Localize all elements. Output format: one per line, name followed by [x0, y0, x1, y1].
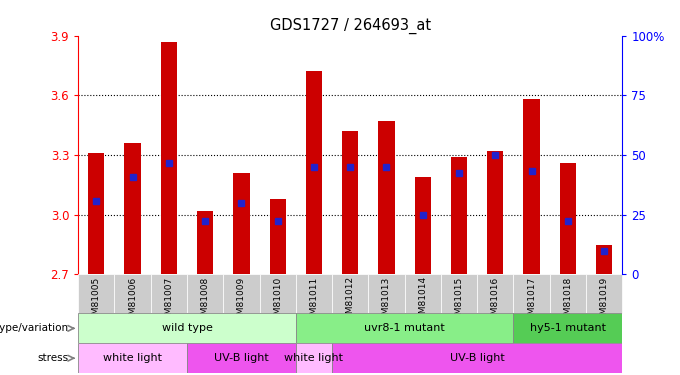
Text: GSM81013: GSM81013	[382, 276, 391, 326]
Bar	[369, 274, 405, 314]
Text: GSM81010: GSM81010	[273, 276, 282, 326]
Text: GSM81015: GSM81015	[454, 276, 464, 326]
Bar	[513, 274, 549, 314]
Text: GSM81018: GSM81018	[563, 276, 573, 326]
Bar	[306, 72, 322, 274]
Text: stress: stress	[37, 353, 69, 363]
Bar	[441, 274, 477, 314]
Text: GSM81007: GSM81007	[165, 276, 173, 326]
Text: GSM81005: GSM81005	[92, 276, 101, 326]
Text: GSM81016: GSM81016	[491, 276, 500, 326]
Text: GSM81006: GSM81006	[128, 276, 137, 326]
Text: GSM81014: GSM81014	[418, 276, 427, 326]
Bar	[187, 343, 296, 373]
Bar	[586, 274, 622, 314]
Bar	[332, 274, 369, 314]
Bar	[487, 151, 503, 274]
Bar	[549, 274, 586, 314]
Bar	[124, 143, 141, 274]
Bar	[524, 99, 540, 274]
Text: hy5-1 mutant: hy5-1 mutant	[530, 323, 606, 333]
Bar	[88, 153, 105, 274]
Text: GSM81019: GSM81019	[600, 276, 609, 326]
Bar	[151, 274, 187, 314]
Text: GSM81008: GSM81008	[201, 276, 209, 326]
Bar	[477, 274, 513, 314]
Text: wild type: wild type	[162, 323, 212, 333]
Bar	[197, 211, 214, 274]
Bar	[451, 157, 467, 274]
Bar	[114, 274, 151, 314]
Bar	[513, 314, 622, 343]
Title: GDS1727 / 264693_at: GDS1727 / 264693_at	[270, 18, 430, 34]
Bar	[78, 274, 114, 314]
Bar	[223, 274, 260, 314]
Bar	[269, 199, 286, 274]
Bar	[415, 177, 431, 274]
Text: white light: white light	[284, 353, 343, 363]
Text: GSM81011: GSM81011	[309, 276, 318, 326]
Bar	[378, 121, 394, 274]
Text: white light: white light	[103, 353, 162, 363]
Text: GSM81012: GSM81012	[345, 276, 355, 326]
Text: GSM81009: GSM81009	[237, 276, 246, 326]
Bar	[78, 314, 296, 343]
Bar	[78, 343, 187, 373]
Bar	[160, 42, 177, 274]
Bar	[260, 274, 296, 314]
Text: UV-B light: UV-B light	[449, 353, 505, 363]
Text: uvr8-1 mutant: uvr8-1 mutant	[364, 323, 445, 333]
Bar	[296, 343, 332, 373]
Bar	[233, 173, 250, 274]
Text: UV-B light: UV-B light	[214, 353, 269, 363]
Bar	[187, 274, 223, 314]
Text: GSM81017: GSM81017	[527, 276, 536, 326]
Bar	[560, 163, 576, 274]
Bar	[405, 274, 441, 314]
Text: genotype/variation: genotype/variation	[0, 323, 69, 333]
Bar	[332, 343, 622, 373]
Bar	[342, 131, 358, 274]
Bar	[296, 274, 332, 314]
Bar	[596, 244, 612, 274]
Bar	[296, 314, 513, 343]
